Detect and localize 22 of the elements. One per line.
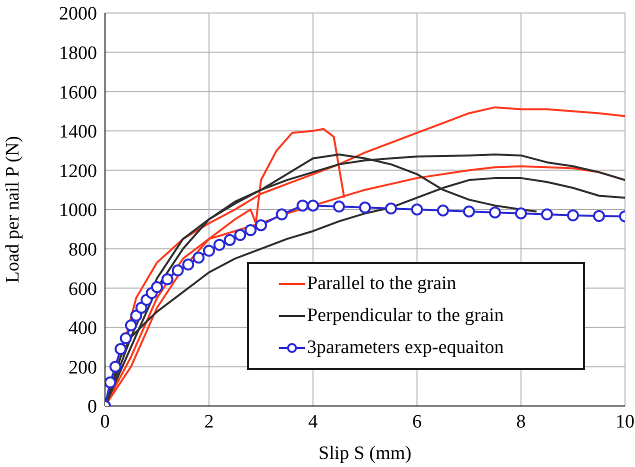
x-tick-label: 4 (308, 411, 318, 432)
x-tick-label: 0 (100, 411, 110, 432)
y-axis-title: Load per nail P (N) (2, 136, 24, 284)
y-tick-label: 2000 (59, 4, 97, 25)
x-tick-label: 8 (516, 411, 526, 432)
legend-label: Perpendicular to the grain (307, 304, 504, 328)
y-tick-label: 600 (68, 278, 97, 300)
x-axis-title: Slip S (mm) (318, 443, 412, 464)
y-tick-label: 1600 (59, 82, 97, 104)
y-tick-label: 200 (68, 357, 97, 378)
x-tick-label: 6 (412, 411, 422, 432)
x-tick-label: 2 (204, 411, 214, 432)
y-tick-label: 1000 (59, 200, 97, 222)
legend-label: 3parameters exp-equaiton (307, 336, 504, 360)
y-tick-label: 1400 (59, 122, 97, 143)
y-tick-label: 1200 (59, 160, 97, 182)
y-tick-label: 1800 (59, 43, 97, 64)
legend-label: Parallel to the grain (307, 272, 456, 296)
y-tick-label: 800 (68, 240, 97, 261)
y-tick-label: 0 (88, 396, 97, 418)
y-tick-label: 400 (68, 318, 97, 340)
x-tick-label: 10 (616, 411, 634, 432)
